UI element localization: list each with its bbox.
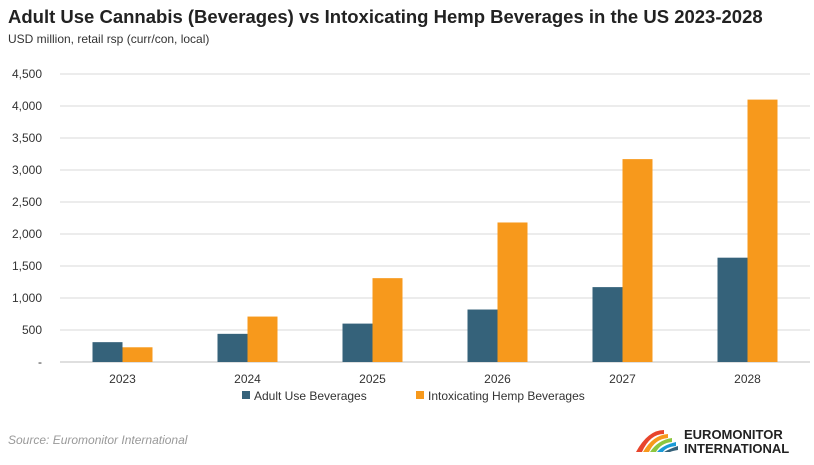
x-tick-label: 2023 xyxy=(109,372,136,386)
legend-label: Adult Use Beverages xyxy=(254,389,367,403)
y-tick-label: 2,000 xyxy=(12,227,42,241)
bar-chart: - 500 1,000 1,500 2,000 2,500 3,000 3,500 4,000 4… xyxy=(12,67,810,403)
bars xyxy=(92,99,778,362)
chart-subtitle: USD million, retail rsp (curr/con, local… xyxy=(8,32,210,46)
bar-intoxicating-hemp-2024 xyxy=(247,316,278,362)
x-tick-label: 2025 xyxy=(359,372,386,386)
y-tick-label: 3,500 xyxy=(12,131,42,145)
y-tick-label: 4,500 xyxy=(12,67,42,81)
y-tick-label: 500 xyxy=(22,323,42,337)
legend-swatch xyxy=(416,391,424,399)
chart-title: Adult Use Cannabis (Beverages) vs Intoxi… xyxy=(8,6,763,27)
x-tick-label: 2026 xyxy=(484,372,511,386)
y-tick-label: - xyxy=(38,355,42,369)
euromonitor-logo: EUROMONITOR INTERNATIONAL xyxy=(636,427,789,456)
bar-adult-use-2024 xyxy=(217,333,248,362)
bar-intoxicating-hemp-2027 xyxy=(622,159,653,362)
x-tick-label: 2024 xyxy=(234,372,261,386)
bar-adult-use-2027 xyxy=(592,287,623,362)
source-note: Source: Euromonitor International xyxy=(8,433,188,447)
y-axis-ticks: - 500 1,000 1,500 2,000 2,500 3,000 3,500 4,000 4… xyxy=(12,67,42,369)
bar-intoxicating-hemp-2026 xyxy=(497,222,528,362)
x-axis-ticks: 2023 2024 2025 2026 2027 2028 xyxy=(109,372,761,386)
bar-intoxicating-hemp-2028 xyxy=(747,99,778,362)
legend-swatch xyxy=(242,391,250,399)
y-tick-label: 1,000 xyxy=(12,291,42,305)
y-tick-label: 4,000 xyxy=(12,99,42,113)
gridlines xyxy=(60,73,810,363)
brand-name-line2: INTERNATIONAL xyxy=(684,441,789,456)
legend: Adult Use Beverages Intoxicating Hemp Bev… xyxy=(242,389,585,403)
bar-adult-use-2026 xyxy=(467,309,498,362)
bar-intoxicating-hemp-2023 xyxy=(122,347,153,362)
brand-name-line1: EUROMONITOR xyxy=(684,427,783,442)
y-tick-label: 1,500 xyxy=(12,259,42,273)
x-tick-label: 2027 xyxy=(609,372,636,386)
y-tick-label: 3,000 xyxy=(12,163,42,177)
bar-adult-use-2028 xyxy=(717,257,748,362)
x-tick-label: 2028 xyxy=(734,372,761,386)
logo-mark-icon xyxy=(636,430,678,452)
bar-intoxicating-hemp-2025 xyxy=(372,278,403,362)
y-tick-label: 2,500 xyxy=(12,195,42,209)
legend-label: Intoxicating Hemp Beverages xyxy=(428,389,585,403)
bar-adult-use-2025 xyxy=(342,323,373,362)
bar-adult-use-2023 xyxy=(92,342,123,362)
